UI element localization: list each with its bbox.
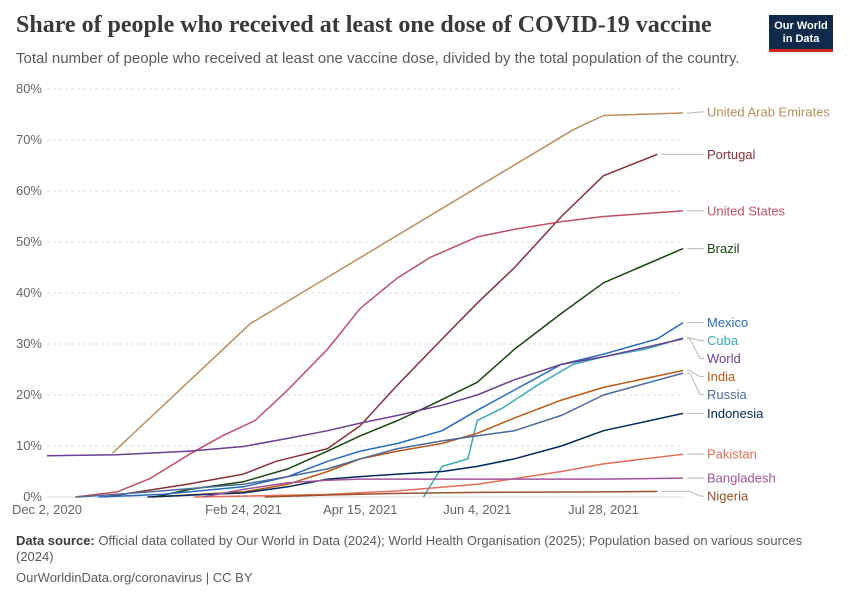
series-label: Pakistan bbox=[707, 447, 757, 462]
x-tick-label: Dec 2, 2020 bbox=[12, 502, 82, 517]
y-tick-label: 60% bbox=[16, 183, 42, 198]
y-tick-label: 50% bbox=[16, 234, 42, 249]
series-line bbox=[203, 477, 684, 498]
series-line bbox=[154, 247, 684, 498]
label-connector bbox=[687, 111, 704, 114]
series-label: World bbox=[707, 351, 741, 366]
credit-line[interactable]: OurWorldinData.org/coronavirus | CC BY bbox=[16, 570, 253, 585]
label-connector bbox=[687, 370, 704, 378]
chart-title: Share of people who received at least on… bbox=[16, 12, 712, 38]
series-label: Nigeria bbox=[707, 489, 749, 504]
x-tick-label: Feb 24, 2021 bbox=[205, 502, 282, 517]
series-label: Portugal bbox=[707, 147, 756, 162]
x-tick-label: Jun 4, 2021 bbox=[443, 502, 511, 517]
series-label: India bbox=[707, 369, 736, 384]
y-tick-label: 40% bbox=[16, 285, 42, 300]
x-tick-label: Apr 15, 2021 bbox=[323, 502, 397, 517]
label-connector bbox=[687, 338, 704, 360]
chart-subtitle: Total number of people who received at l… bbox=[16, 50, 740, 67]
series-line bbox=[264, 490, 658, 498]
series-line bbox=[77, 372, 684, 498]
data-source-note: Data source: Official data collated by O… bbox=[16, 533, 806, 565]
series-label: Russia bbox=[707, 387, 748, 402]
series-line bbox=[75, 210, 684, 498]
x-tick-label: Jul 28, 2021 bbox=[568, 502, 639, 517]
owid-logo[interactable]: Our World in Data bbox=[769, 15, 833, 52]
series-label: United Arab Emirates bbox=[707, 104, 830, 119]
logo-line-2: in Data bbox=[782, 33, 820, 45]
series-line bbox=[46, 338, 684, 457]
series-line bbox=[152, 369, 684, 498]
y-tick-label: 20% bbox=[16, 387, 42, 402]
label-connector bbox=[661, 490, 704, 497]
series-line bbox=[105, 153, 658, 498]
y-tick-label: 0% bbox=[23, 489, 42, 504]
series-label: Cuba bbox=[707, 333, 739, 348]
series-line bbox=[98, 321, 684, 498]
y-tick-label: 80% bbox=[16, 81, 42, 96]
series-label: United States bbox=[707, 203, 786, 218]
label-connector bbox=[687, 372, 704, 396]
logo-line-1: Our World bbox=[774, 20, 828, 32]
series-line bbox=[422, 337, 684, 498]
series-label: Indonesia bbox=[707, 406, 764, 421]
series-line bbox=[194, 453, 684, 498]
data-source-label: Data source: bbox=[16, 533, 95, 548]
series-label: Brazil bbox=[707, 241, 740, 256]
y-tick-label: 70% bbox=[16, 132, 42, 147]
data-source-text: Official data collated by Our World in D… bbox=[16, 533, 803, 564]
series-label: Mexico bbox=[707, 315, 748, 330]
series-line bbox=[147, 412, 684, 498]
label-connector bbox=[687, 337, 704, 342]
y-tick-label: 30% bbox=[16, 336, 42, 351]
series-line bbox=[111, 112, 684, 454]
y-tick-label: 10% bbox=[16, 438, 42, 453]
series-label: Bangladesh bbox=[707, 471, 776, 486]
